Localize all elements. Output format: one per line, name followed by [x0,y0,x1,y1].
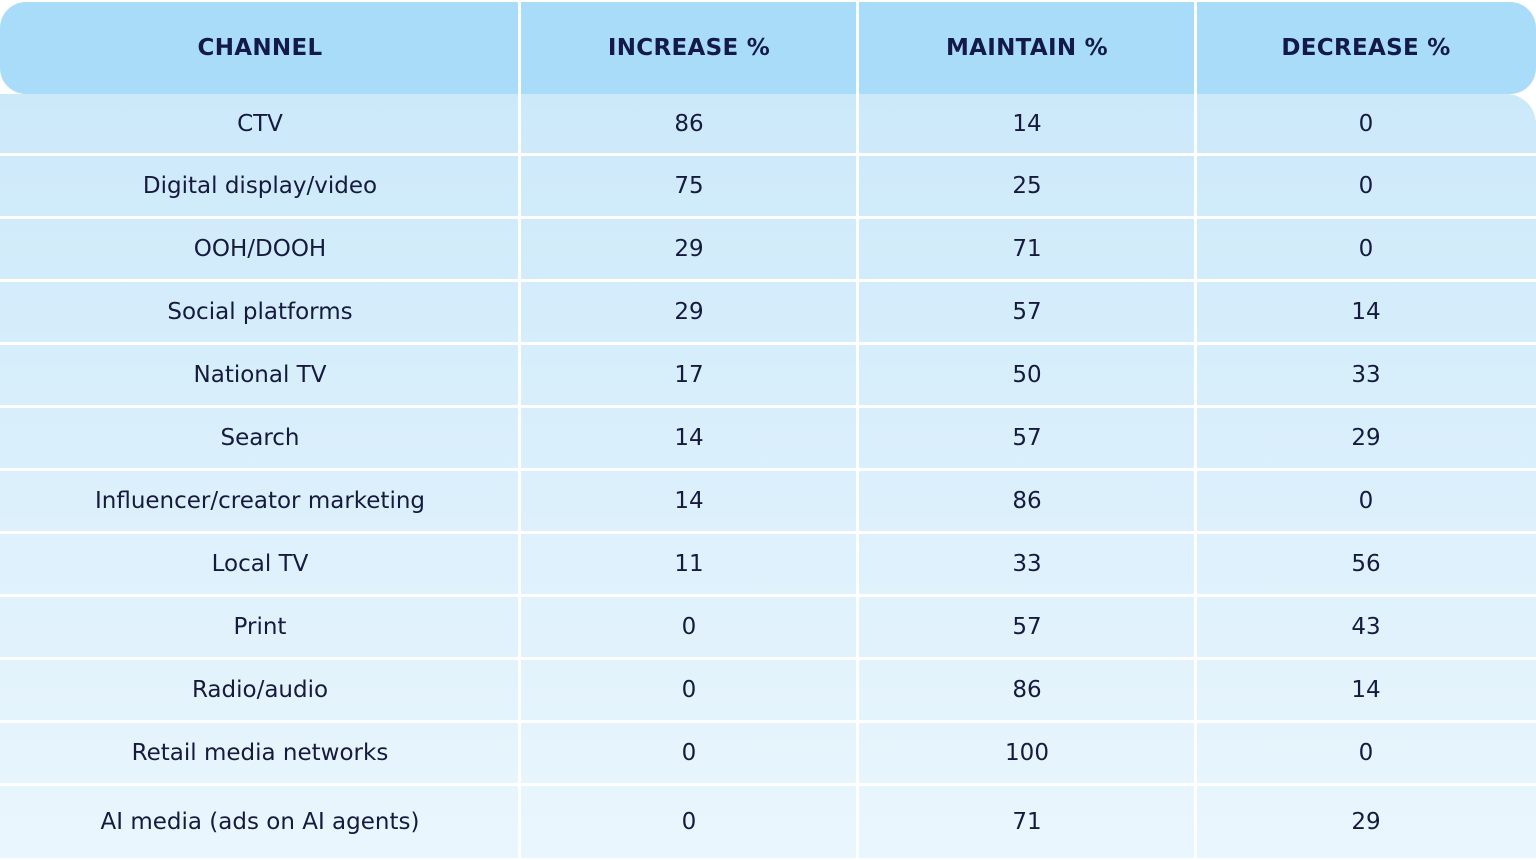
column-divider [1194,0,1197,858]
cell-increase: 0 [681,809,697,835]
cell-increase: 14 [674,425,704,451]
cell-increase: 14 [674,488,704,514]
cell-increase: 0 [681,677,697,703]
cell-maintain: 57 [1012,614,1042,640]
cell-decrease: 43 [1351,614,1381,640]
cell-maintain: 33 [1012,551,1042,577]
cell-increase: 29 [674,299,704,325]
column-divider [856,0,859,858]
cell-maintain: 71 [1012,236,1042,262]
cell-channel: Digital display/video [142,173,378,199]
cell-decrease: 14 [1351,299,1381,325]
cell-maintain: 86 [1012,488,1042,514]
cell-channel: National TV [193,362,327,388]
cell-decrease: 0 [1358,173,1374,199]
cell-increase: 86 [674,110,704,137]
table-row: Digital display/video 75 25 0 [0,156,1536,219]
table-row: OOH/DOOH 29 71 0 [0,219,1536,282]
table-row: Search 14 57 29 [0,408,1536,471]
cell-increase: 29 [674,236,704,262]
cell-channel: AI media (ads on AI agents) [100,809,420,835]
cell-decrease: 0 [1358,236,1374,262]
header-channel: CHANNEL [197,35,323,61]
cell-decrease: 0 [1358,488,1374,514]
cell-channel: Print [233,614,287,640]
cell-decrease: 29 [1351,809,1381,835]
cell-channel: Influencer/creator marketing [94,488,426,514]
cell-increase: 0 [681,740,697,766]
cell-maintain: 50 [1012,362,1042,388]
table-row: Social platforms 29 57 14 [0,282,1536,345]
table-header: CHANNEL INCREASE % MAINTAIN % DECREASE % [0,2,1536,94]
table-row: Retail media networks 0 100 0 [0,723,1536,786]
cell-decrease: 33 [1351,362,1381,388]
cell-channel: Local TV [211,551,309,577]
cell-channel: Retail media networks [131,740,389,766]
header-maintain: MAINTAIN % [945,35,1109,61]
cell-maintain: 25 [1012,173,1042,199]
table-row: Radio/audio 0 86 14 [0,660,1536,723]
cell-maintain: 57 [1012,299,1042,325]
cell-decrease: 56 [1351,551,1381,577]
cell-increase: 0 [681,614,697,640]
cell-channel: CTV [237,110,283,137]
cell-decrease: 0 [1358,740,1374,766]
cell-maintain: 71 [1012,809,1042,835]
cell-channel: Search [220,425,300,451]
table-row: Local TV 11 33 56 [0,534,1536,597]
cell-increase: 11 [674,551,704,577]
table-body: CTV 86 14 0 Digital display/video 75 25 0 OOH/DO… [0,94,1536,858]
cell-maintain: 57 [1012,425,1042,451]
cell-maintain: 86 [1012,677,1042,703]
cell-decrease: 0 [1358,110,1374,137]
table-row: Influencer/creator marketing 14 86 0 [0,471,1536,534]
table-row: Print 0 57 43 [0,597,1536,660]
cell-channel: Social platforms [167,299,353,325]
table-row: National TV 17 50 33 [0,345,1536,408]
cell-maintain: 14 [1012,110,1042,137]
cell-decrease: 29 [1351,425,1381,451]
cell-channel: OOH/DOOH [193,236,327,262]
cell-maintain: 100 [1005,740,1049,766]
header-increase: INCREASE % [607,35,771,61]
table-row: CTV 86 14 0 [0,94,1536,156]
cell-increase: 75 [674,173,704,199]
cell-decrease: 14 [1351,677,1381,703]
cell-channel: Radio/audio [191,677,329,703]
header-decrease: DECREASE % [1281,35,1451,61]
cell-increase: 17 [674,362,704,388]
table-row: AI media (ads on AI agents) 0 71 29 [0,786,1536,858]
column-divider [518,0,521,858]
